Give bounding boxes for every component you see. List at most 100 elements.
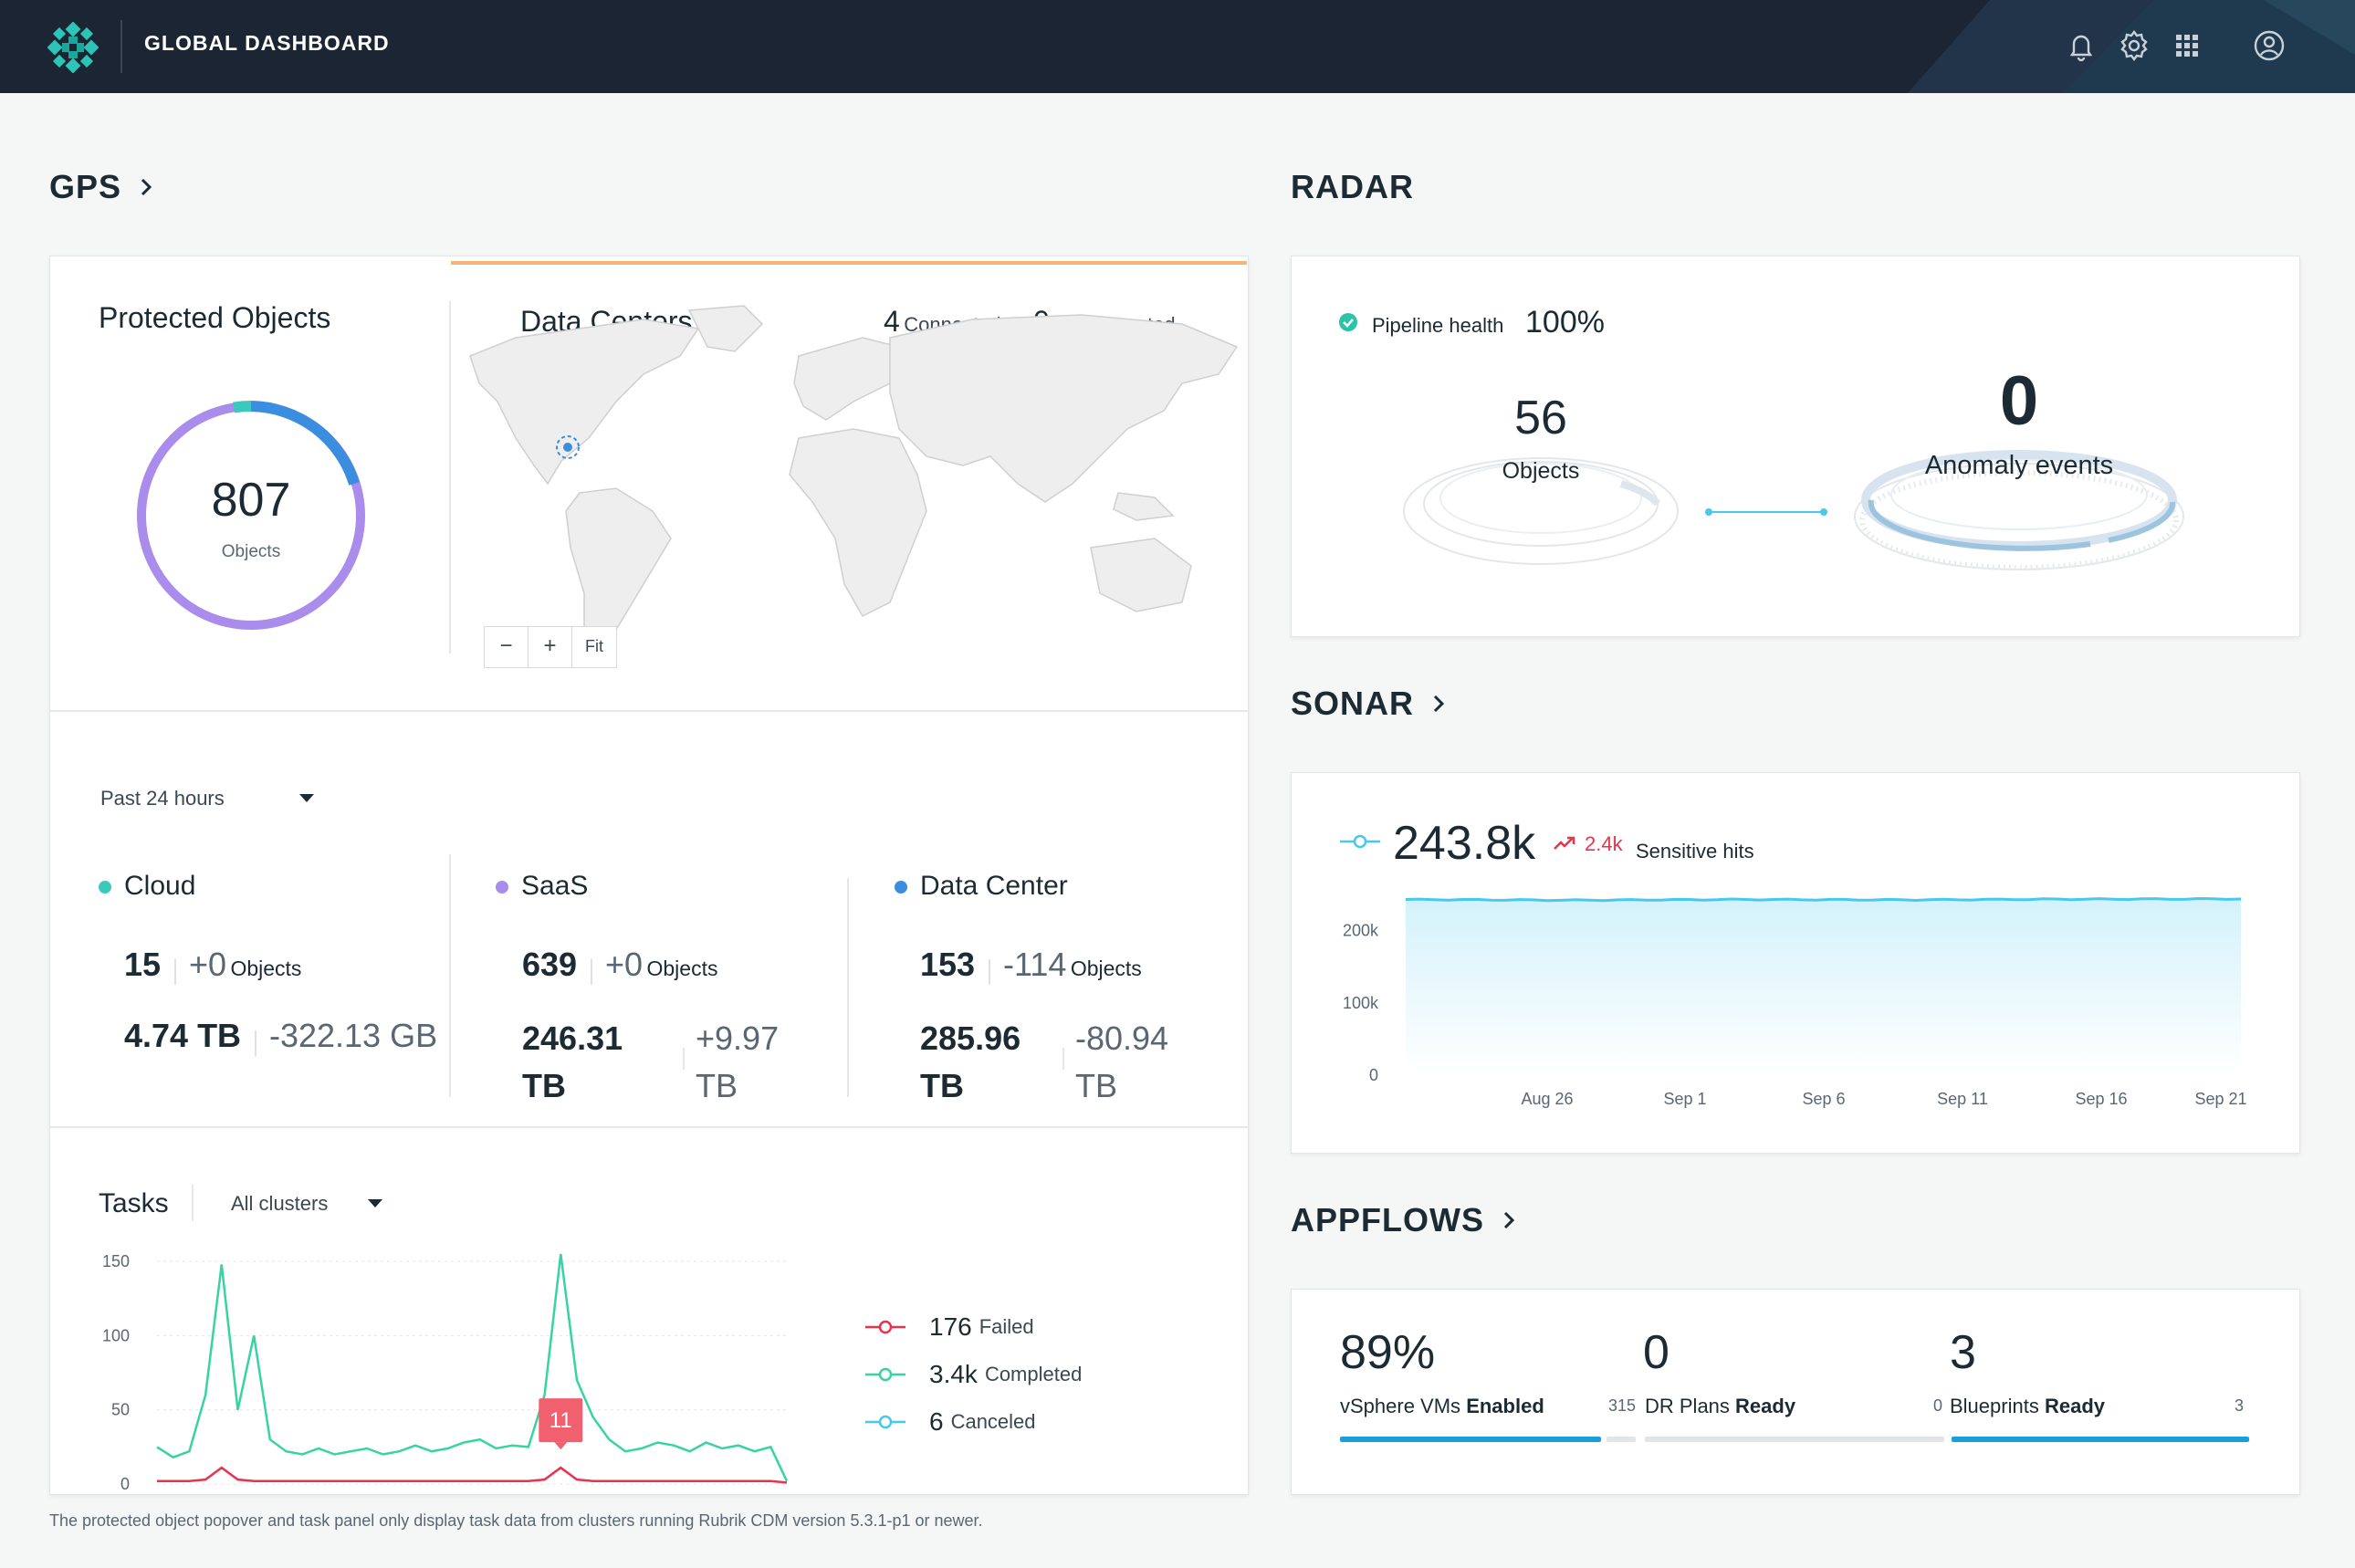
datacenter-location-marker[interactable]	[556, 435, 580, 459]
legend-failed[interactable]: 176 Failed	[865, 1312, 1034, 1342]
legend-canceled[interactable]: 6 Canceled	[865, 1407, 1036, 1437]
user-icon[interactable]	[2251, 27, 2287, 64]
europe-shape	[793, 337, 900, 421]
zoom-out-button[interactable]: −	[485, 627, 529, 667]
vsphere-label-text: vSphere VMs	[1340, 1395, 1461, 1417]
tasks-cluster-select[interactable]: All clusters	[231, 1192, 383, 1216]
saas-objects-delta: +0	[604, 946, 644, 983]
y-tick-label: 0	[1369, 1066, 1378, 1084]
sensitive-hits-value: 243.8k	[1393, 817, 1536, 870]
dr-plans-progress-track	[1645, 1437, 1944, 1442]
donut-segment-cloud	[233, 400, 252, 413]
completed-count: 3.4k	[929, 1360, 978, 1388]
radar-title: RADAR	[1291, 168, 1414, 206]
tasks-chart[interactable]: 150 100 50 0 11	[91, 1236, 803, 1495]
x-tick-label: Sep 21	[2194, 1090, 2246, 1108]
sonar-title[interactable]: SONAR	[1291, 685, 1449, 723]
saas-objects: 639 +0 Objects	[522, 946, 717, 985]
cloud-objects: 15 +0 Objects	[124, 946, 301, 985]
cloud-dot-icon	[99, 881, 111, 894]
header-decoration	[1908, 0, 2355, 93]
gps-title[interactable]: GPS	[49, 168, 156, 206]
vsphere-progress-fill	[1340, 1437, 1601, 1442]
world-map[interactable]	[461, 301, 1246, 666]
anomaly-events-label: Anomaly events	[1924, 451, 2114, 480]
tasks-divider	[192, 1185, 194, 1221]
apps-grid-icon[interactable]	[2169, 27, 2205, 64]
gear-icon[interactable]	[2116, 27, 2152, 64]
rubrik-logo-icon[interactable]	[47, 22, 99, 73]
time-range-value: Past 24 hours	[100, 787, 225, 810]
canceled-count: 6	[929, 1407, 944, 1436]
cloud-objects-value: 15	[124, 946, 162, 983]
saas-objects-unit: Objects	[646, 956, 718, 980]
datacenter-delta-value: -80.94	[1075, 1019, 1169, 1057]
radar-pipeline-graphic[interactable]	[1397, 429, 2200, 593]
blueprints-right-number: 3	[2235, 1396, 2245, 1415]
gps-title-text: GPS	[49, 168, 122, 205]
datacenter-objects-unit: Objects	[1070, 956, 1142, 980]
time-range-select[interactable]: Past 24 hours	[100, 787, 314, 810]
map-zoom-controls: − + Fit	[484, 626, 617, 668]
appflows-title[interactable]: APPFLOWS	[1291, 1201, 1519, 1239]
vsphere-value: 89%	[1340, 1326, 1436, 1379]
chevron-down-icon	[298, 794, 314, 802]
datacenter-size-divider	[1062, 1048, 1064, 1070]
check-circle-icon	[1339, 313, 1357, 331]
y-tick-label: 100k	[1343, 994, 1379, 1012]
tasks-cluster-value: All clusters	[231, 1192, 329, 1215]
datacenter-size-value: 285.96	[920, 1019, 1021, 1057]
gps-separator	[50, 1126, 1248, 1128]
pipeline-health-value: 100%	[1525, 305, 1605, 340]
cloud-objects-unit: Objects	[230, 956, 302, 980]
protected-objects-donut[interactable]	[128, 392, 374, 639]
canceled-legend-icon	[865, 1415, 905, 1429]
sensitive-hits-label: Sensitive hits	[1636, 840, 1754, 862]
radar-title-text: RADAR	[1291, 168, 1414, 205]
protected-objects-title: Protected Objects	[99, 301, 331, 334]
tasks-failed-marker[interactable]: 11	[539, 1398, 583, 1450]
datacenter-dot-icon	[895, 881, 907, 894]
blueprints-label-status: Ready	[2044, 1395, 2106, 1417]
australia-shape	[1090, 538, 1192, 612]
chevron-right-icon	[1433, 695, 1445, 713]
saas-dot-icon	[496, 881, 508, 894]
radar-objects-count: 56	[1514, 392, 1567, 444]
chevron-down-icon	[368, 1199, 383, 1207]
saas-size-divider	[683, 1048, 685, 1070]
sensitive-hits-line	[1405, 896, 2242, 903]
africa-shape	[789, 428, 927, 617]
vsphere-label-status: Enabled	[1466, 1395, 1544, 1417]
cloud-size-value: 4.74 TB	[124, 1017, 242, 1054]
anomaly-ring	[1854, 450, 2184, 570]
legend-completed[interactable]: 3.4k Completed	[865, 1360, 1082, 1389]
chevron-right-icon	[141, 178, 152, 196]
trend-up-icon	[1554, 836, 1575, 850]
category-divider	[847, 878, 849, 1097]
datacenter-delta-unit: TB	[1075, 1067, 1118, 1104]
sensitive-hits-legend-icon	[1340, 834, 1380, 849]
cloud-size-delta: -322.13 GB	[268, 1017, 438, 1054]
data-centers-accent-bar	[451, 261, 1247, 265]
indonesia-shape	[1113, 492, 1175, 521]
saas-size-value: 246.31	[522, 1019, 623, 1057]
saas-size-unit: TB	[522, 1067, 566, 1104]
saas-size: 246.31 TB	[522, 1015, 623, 1110]
saas-objects-value: 639	[522, 946, 578, 983]
header-divider	[120, 20, 122, 73]
y-tick-label: 150	[102, 1252, 130, 1270]
dr-plans-label: DR Plans Ready	[1645, 1395, 1795, 1418]
dr-plans-label-text: DR Plans	[1645, 1395, 1730, 1417]
datacenter-objects-value: 153	[920, 946, 976, 983]
appflows-card	[1291, 1289, 2300, 1495]
y-tick-label: 200k	[1343, 922, 1379, 940]
gps-separator	[50, 710, 1248, 712]
failed-label: Failed	[979, 1315, 1034, 1338]
datacenter-size-delta: -80.94 TB	[1075, 1015, 1168, 1110]
sensitive-hits-chart[interactable]: 200k 100k 0 Aug 26 Sep 1 Sep 6 Sep 11 Sep 16 Se…	[1314, 876, 2273, 1123]
zoom-in-button[interactable]: +	[529, 627, 572, 667]
bell-icon[interactable]	[2063, 27, 2099, 64]
fit-button[interactable]: Fit	[585, 637, 603, 655]
dr-plans-value: 0	[1643, 1326, 1669, 1379]
canceled-label: Canceled	[950, 1410, 1036, 1433]
